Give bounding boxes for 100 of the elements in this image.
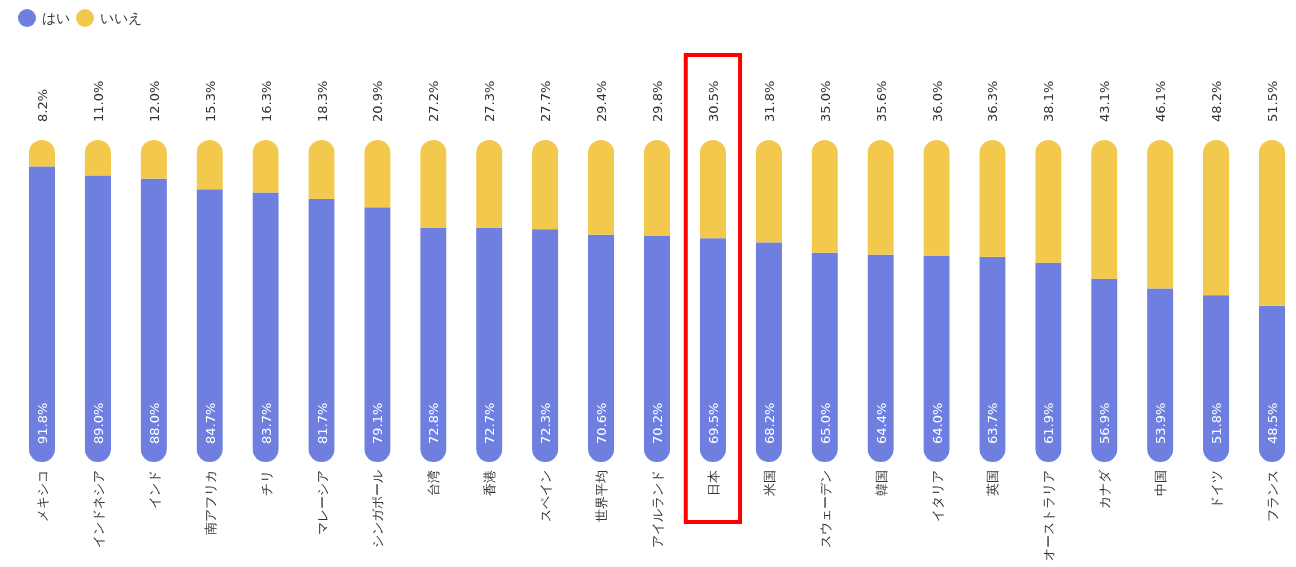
bar	[252, 192, 279, 462]
bar	[364, 140, 391, 208]
bar	[923, 255, 950, 462]
x-tick-label: インドネシア	[90, 470, 106, 548]
bar	[755, 140, 782, 243]
data-label: 63.7%	[985, 402, 1001, 444]
bar	[699, 238, 727, 462]
x-tick-label: メキシコ	[34, 470, 50, 522]
bar	[1202, 295, 1230, 462]
x-tick-label: スペイン	[538, 470, 554, 522]
x-tick-label: 南アフリカ	[202, 470, 218, 535]
bar	[420, 140, 447, 228]
data-label: 88.0%	[146, 402, 162, 444]
x-tick-label: 中国	[1153, 470, 1169, 496]
x-tick-label: インド	[146, 470, 162, 509]
data-label: 51.8%	[1209, 402, 1225, 444]
x-tick-label: ドイツ	[1209, 470, 1225, 509]
data-label: 53.9%	[1153, 402, 1169, 444]
x-tick-label: イタリア	[929, 470, 945, 522]
bar	[1035, 262, 1062, 462]
data-label: 72.3%	[538, 402, 554, 444]
bar	[532, 229, 559, 462]
x-tick-label: シンガポール	[370, 470, 386, 548]
data-label: 89.0%	[90, 402, 106, 444]
bar	[811, 252, 838, 462]
legend-label: はい	[42, 10, 70, 26]
bar	[587, 234, 615, 462]
data-label: 91.8%	[34, 402, 50, 444]
data-label: 27.3%	[482, 80, 498, 122]
bar	[587, 140, 615, 235]
data-label: 27.7%	[538, 80, 554, 122]
data-label: 48.5%	[1265, 402, 1281, 444]
bar	[1035, 140, 1062, 263]
bar	[755, 242, 782, 462]
data-label: 65.0%	[817, 402, 833, 444]
legend-label: いいえ	[100, 10, 142, 26]
data-label: 64.4%	[873, 402, 889, 444]
bar	[476, 227, 503, 462]
data-label: 81.7%	[314, 402, 330, 444]
bar	[84, 175, 112, 462]
data-label: 11.0%	[90, 80, 106, 122]
bar	[420, 227, 447, 462]
data-label: 72.8%	[426, 402, 442, 444]
bar	[476, 140, 503, 228]
bar	[364, 207, 391, 462]
bar	[643, 140, 671, 236]
data-label: 29.4%	[594, 80, 610, 122]
bar	[867, 140, 894, 255]
x-tick-label: マレーシア	[314, 470, 330, 535]
data-label: 38.1%	[1041, 80, 1057, 122]
data-label: 56.9%	[1097, 402, 1113, 444]
data-label: 35.6%	[873, 80, 889, 122]
x-tick-label: オーストラリア	[1041, 470, 1057, 561]
data-label: 68.2%	[761, 402, 777, 444]
data-label: 72.7%	[482, 402, 498, 444]
data-label: 70.2%	[650, 402, 665, 444]
bar	[1202, 140, 1230, 296]
bar	[1258, 140, 1286, 306]
bar	[196, 189, 223, 462]
data-label: 79.1%	[370, 402, 386, 444]
bar	[643, 235, 671, 462]
data-label: 29.8%	[650, 80, 665, 122]
x-tick-label: 英国	[985, 470, 1001, 496]
data-label: 35.0%	[817, 80, 833, 122]
data-label: 64.0%	[929, 402, 945, 444]
data-label: 31.8%	[761, 80, 777, 122]
data-label: 20.9%	[370, 80, 386, 122]
x-tick-label: 香港	[482, 470, 498, 496]
data-label: 8.2%	[34, 88, 50, 122]
x-tick-label: 台湾	[426, 470, 442, 496]
bar	[1091, 140, 1118, 279]
data-label: 70.6%	[594, 402, 610, 444]
x-tick-label: スウェーデン	[817, 470, 833, 548]
data-label: 43.1%	[1097, 80, 1113, 122]
data-label: 83.7%	[258, 402, 274, 444]
data-label: 30.5%	[705, 80, 721, 122]
data-label: 46.1%	[1153, 80, 1169, 122]
data-label: 61.9%	[1041, 402, 1057, 444]
x-tick-label: チリ	[258, 470, 274, 496]
bar	[811, 140, 838, 253]
data-label: 69.5%	[705, 402, 721, 444]
bar	[699, 140, 727, 239]
data-label: 84.7%	[202, 402, 218, 444]
x-tick-label: 韓国	[873, 470, 889, 496]
data-label: 16.3%	[258, 80, 274, 122]
x-tick-label: 日本	[705, 470, 721, 496]
x-tick-label: フランス	[1265, 470, 1281, 522]
x-tick-label: カナダ	[1097, 469, 1113, 509]
x-tick-label: 米国	[761, 470, 777, 496]
data-label: 36.0%	[929, 80, 945, 122]
bar	[140, 178, 167, 462]
data-label: 12.0%	[146, 80, 162, 122]
bar	[1258, 305, 1286, 462]
bar	[979, 256, 1006, 462]
bar	[979, 140, 1006, 257]
data-label: 48.2%	[1209, 80, 1225, 122]
x-tick-label: 世界平均	[594, 470, 610, 522]
data-label: 36.3%	[985, 80, 1001, 122]
data-label: 15.3%	[202, 80, 218, 122]
bar	[308, 198, 335, 462]
